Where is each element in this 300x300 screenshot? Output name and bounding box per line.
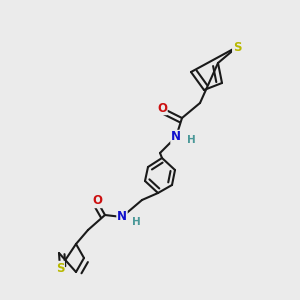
Text: N: N [117, 211, 127, 224]
Text: O: O [157, 101, 167, 115]
Text: S: S [233, 40, 241, 53]
Text: H: H [187, 135, 195, 145]
Text: N: N [171, 130, 181, 143]
Text: O: O [92, 194, 102, 208]
Text: H: H [132, 217, 140, 227]
Text: S: S [56, 262, 64, 275]
